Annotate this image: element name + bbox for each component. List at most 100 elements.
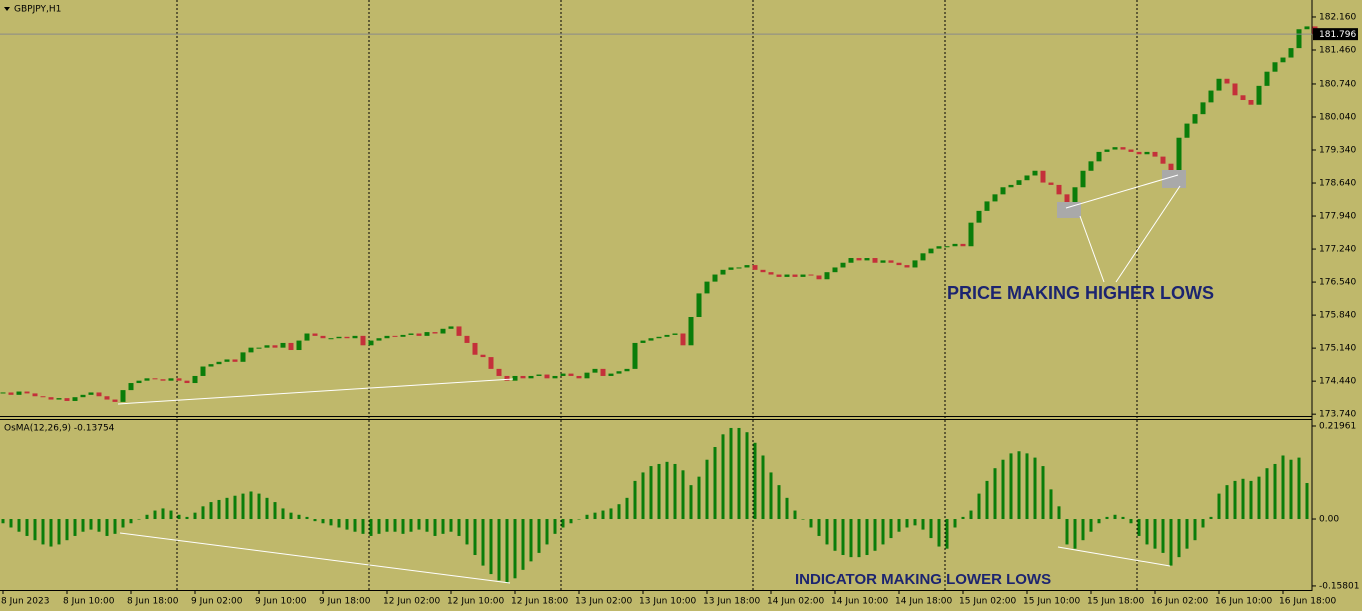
candle (920, 253, 926, 261)
histogram-bar (17, 519, 21, 532)
histogram-bar (617, 504, 621, 520)
candle (176, 378, 182, 381)
candle (832, 267, 838, 273)
candle (1280, 57, 1286, 63)
candle (168, 378, 174, 381)
histogram-bar (361, 519, 365, 534)
histogram-bar (153, 510, 157, 520)
candle (232, 359, 238, 362)
candle (616, 371, 622, 374)
histogram-bar (345, 519, 349, 530)
candle (872, 258, 878, 263)
histogram-bar (657, 463, 661, 520)
histogram-bar (97, 519, 101, 532)
candle (1248, 100, 1254, 105)
candle (184, 380, 190, 384)
candle (568, 373, 574, 376)
histogram-bar (625, 497, 629, 520)
candle (1232, 83, 1238, 96)
candle (520, 375, 526, 379)
histogram-bar (1025, 453, 1029, 520)
y-tick-label: 181.460 (1319, 46, 1356, 56)
histogram-bar (889, 519, 893, 539)
histogram-bar (489, 519, 493, 575)
y-tick-label: 175.840 (1319, 311, 1356, 321)
candle (256, 347, 262, 349)
candle (224, 359, 230, 362)
candle (24, 391, 30, 394)
candle (1080, 170, 1086, 188)
candle (1304, 26, 1310, 30)
histogram-bar (281, 508, 285, 520)
histogram-bar (1153, 519, 1157, 549)
histogram-bar (353, 519, 357, 532)
histogram-bar (481, 519, 485, 566)
histogram-bar (209, 502, 213, 520)
highlight-box (1057, 202, 1081, 218)
candle (800, 274, 806, 277)
x-tick-label: 9 Jun 02:00 (191, 597, 243, 607)
candle (640, 340, 646, 343)
histogram-bar (1, 519, 5, 524)
candle (1040, 170, 1046, 183)
histogram-bar (65, 519, 69, 541)
histogram-bar (121, 519, 125, 528)
candle (1264, 71, 1270, 86)
y-tick-label: -0.15801 (1319, 581, 1359, 591)
histogram-bar (1009, 453, 1013, 520)
candle (248, 347, 254, 353)
histogram-bar (329, 519, 333, 526)
y-tick-label: 182.160 (1319, 12, 1356, 22)
x-tick-label: 14 Jun 10:00 (831, 597, 888, 607)
candle (1136, 151, 1142, 155)
histogram-bar (1289, 459, 1293, 520)
candle (304, 333, 310, 341)
candle (1184, 123, 1190, 138)
candle (408, 333, 414, 335)
candle (1152, 151, 1158, 157)
histogram-bar (1097, 519, 1101, 524)
candle (240, 352, 246, 362)
histogram-bar (1169, 519, 1173, 566)
candle (296, 340, 302, 351)
histogram-bar (417, 519, 421, 530)
histogram-bar (1073, 519, 1077, 549)
histogram-bar (553, 519, 557, 534)
histogram-bar (217, 499, 221, 520)
x-tick-label: 13 Jun 18:00 (703, 597, 760, 607)
histogram-bar (1081, 519, 1085, 541)
histogram-bar (385, 519, 389, 532)
candle (880, 260, 886, 263)
y-tick-label: 180.040 (1319, 112, 1356, 122)
candle (840, 262, 846, 268)
candle (1064, 194, 1070, 204)
candle (400, 334, 406, 337)
candle (536, 374, 542, 376)
x-tick-label: 13 Jun 10:00 (639, 597, 696, 607)
candle (960, 243, 966, 247)
histogram-bar (881, 519, 885, 545)
candle (72, 397, 78, 401)
annotation-lines (117, 170, 1186, 584)
candle (376, 338, 382, 341)
candle (320, 335, 326, 339)
candle (1056, 184, 1062, 195)
histogram-bar (185, 516, 189, 520)
histogram-bar (1209, 516, 1213, 520)
histogram-bar (1049, 489, 1053, 520)
candle (984, 201, 990, 211)
candle (1008, 184, 1014, 188)
candle (792, 274, 798, 277)
histogram-bar (145, 514, 149, 520)
candle (360, 335, 366, 346)
histogram-bar (1201, 519, 1205, 528)
histogram-bar (1105, 516, 1109, 520)
histogram-bar (545, 519, 549, 545)
candle (720, 269, 726, 275)
candle (656, 336, 662, 339)
x-tick-label: 14 Jun 02:00 (767, 597, 824, 607)
histogram-bar (569, 519, 573, 524)
histogram-bar (321, 519, 325, 524)
x-tick-label: 13 Jun 02:00 (575, 597, 632, 607)
candle (816, 275, 822, 280)
